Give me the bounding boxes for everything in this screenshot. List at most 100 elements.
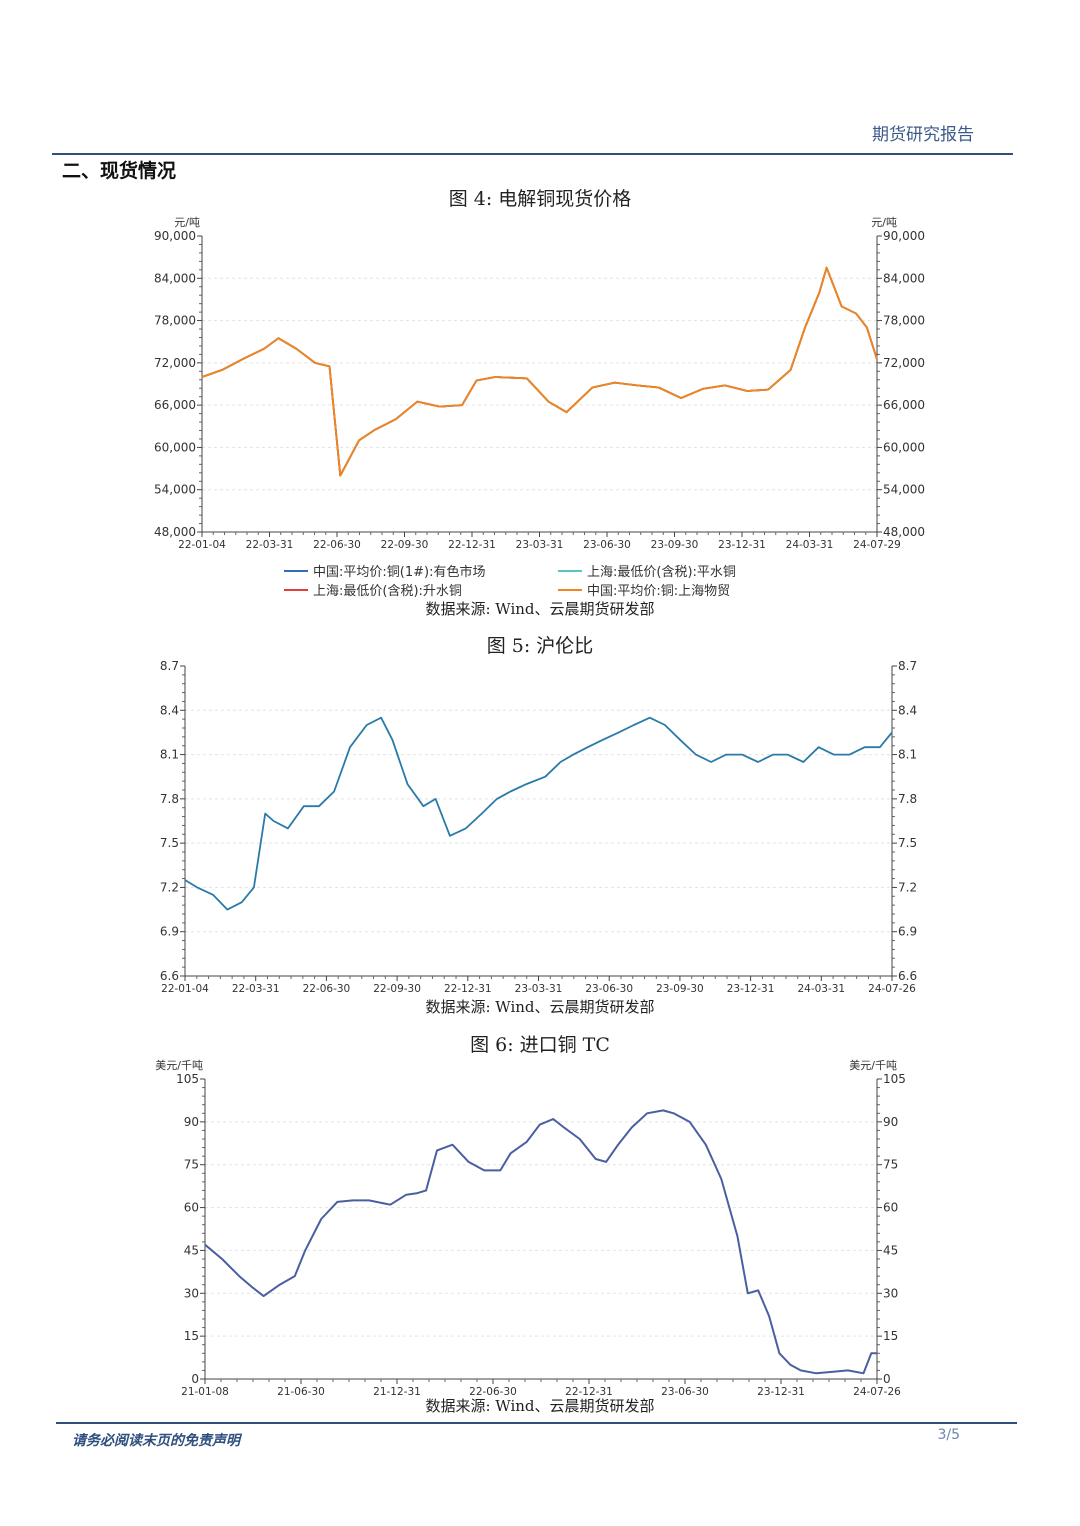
y-tick-label-left: 90,000 (154, 229, 196, 243)
y-unit-left: 元/吨 (174, 216, 200, 229)
y-tick-label-right: 90 (883, 1115, 898, 1129)
legend-label: 中国:平均价:铜:上海物贸 (587, 584, 730, 599)
x-tick-label: 21-06-30 (277, 1386, 325, 1398)
legend-label: 上海:最低价(含税):升水铜 (313, 583, 462, 599)
fig4-source: 数据来源: Wind、云晨期货研发部 (425, 600, 655, 618)
y-tick-label-left: 6.6 (160, 969, 179, 983)
x-tick-label: 24-03-31 (797, 983, 845, 995)
x-tick-label: 23-03-31 (515, 983, 563, 995)
fig6-title: 图 6: 进口铜 TC (470, 1034, 610, 1056)
x-tick-label: 24-03-31 (786, 539, 834, 551)
y-tick-label-left: 8.4 (160, 703, 179, 717)
x-tick-label: 23-06-30 (661, 1386, 709, 1398)
x-tick-label: 23-12-31 (718, 539, 766, 551)
y-tick-label-right: 72,000 (883, 356, 925, 370)
y-tick-label-right: 78,000 (883, 314, 925, 328)
fig6-source: 数据来源: Wind、云晨期货研发部 (425, 1397, 655, 1415)
y-tick-label-left: 60,000 (154, 440, 196, 454)
y-tick-label-left: 7.5 (160, 836, 179, 850)
y-tick-label-right: 8.7 (898, 659, 917, 673)
y-tick-label-left: 8.7 (160, 659, 179, 673)
series-line-2 (201, 266, 878, 477)
x-tick-label: 21-01-08 (181, 1386, 229, 1398)
x-tick-label: 22-06-30 (303, 983, 351, 995)
x-tick-label: 24-07-26 (868, 983, 916, 995)
fig5-source: 数据来源: Wind、云晨期货研发部 (425, 998, 655, 1016)
y-tick-label-right: 15 (883, 1329, 898, 1343)
footer-rule (56, 1422, 1017, 1424)
y-tick-label-left: 30 (184, 1286, 199, 1300)
y-tick-label-left: 45 (184, 1243, 199, 1257)
y-tick-label-right: 6.6 (898, 969, 917, 983)
section-title: 二、现货情况 (62, 160, 177, 182)
y-tick-label-right: 6.9 (898, 925, 917, 939)
x-tick-label: 22-06-30 (469, 1386, 517, 1398)
x-tick-label: 22-09-30 (381, 539, 429, 551)
x-tick-label: 22-01-04 (161, 983, 209, 995)
y-tick-label-left: 75 (184, 1158, 199, 1172)
y-tick-label-left: 84,000 (154, 271, 196, 285)
y-tick-label-right: 45 (883, 1243, 898, 1257)
fig4-title: 图 4: 电解铜现货价格 (448, 188, 632, 210)
y-tick-label-right: 7.5 (898, 836, 917, 850)
x-tick-label: 22-12-31 (448, 539, 496, 551)
y-tick-label-left: 54,000 (154, 483, 196, 497)
y-tick-label-left: 105 (176, 1072, 199, 1086)
y-tick-label-right: 7.8 (898, 792, 917, 806)
series-line-3 (201, 266, 878, 477)
y-tick-label-right: 30 (883, 1286, 898, 1300)
series-line-1 (204, 1109, 877, 1375)
y-unit-right: 美元/千吨 (849, 1059, 897, 1072)
y-tick-label-right: 54,000 (883, 483, 925, 497)
x-tick-label: 23-12-31 (727, 983, 775, 995)
series-line-1 (184, 716, 893, 911)
y-tick-label-right: 105 (883, 1072, 906, 1086)
x-tick-label: 21-12-31 (373, 1386, 421, 1398)
x-tick-label: 24-07-26 (853, 1386, 901, 1398)
x-tick-label: 24-07-29 (853, 539, 901, 551)
y-tick-label-left: 8.1 (160, 748, 179, 762)
y-tick-label-right: 48,000 (883, 525, 925, 539)
report-type-label: 期货研究报告 (872, 125, 974, 145)
x-tick-label: 23-03-31 (516, 539, 564, 551)
x-tick-label: 23-09-30 (651, 539, 699, 551)
y-tick-label-left: 60 (184, 1201, 199, 1215)
x-tick-label: 23-06-30 (583, 539, 631, 551)
series-line-4 (201, 266, 878, 477)
fig4-chart: 90,000 90,000 84,000 84,000 78,000 78,000 72,0… (154, 216, 925, 599)
y-tick-label-right: 75 (883, 1158, 898, 1172)
page-number: 3/5 (937, 1427, 960, 1443)
y-unit-right: 元/吨 (871, 216, 897, 229)
y-tick-label-right: 60,000 (883, 440, 925, 454)
x-tick-label: 22-09-30 (373, 983, 421, 995)
y-tick-label-left: 7.8 (160, 792, 179, 806)
x-tick-label: 22-06-30 (313, 539, 361, 551)
legend-label: 上海:最低价(含税):平水铜 (587, 564, 736, 580)
y-tick-label-left: 6.9 (160, 925, 179, 939)
fig5-chart: 8.7 8.7 8.4 8.4 8.1 8.1 7.8 7.8 7.5 7.5 7.2 7.2 6.9 6… (160, 659, 917, 995)
y-tick-label-right: 60 (883, 1201, 898, 1215)
series-line-1 (201, 266, 878, 477)
y-tick-label-right: 0 (883, 1372, 891, 1386)
x-tick-label: 23-06-30 (585, 983, 633, 995)
disclaimer-note: 请务必阅读末页的免责声明 (72, 1433, 240, 1449)
y-tick-label-right: 90,000 (883, 229, 925, 243)
y-tick-label-left: 0 (191, 1372, 199, 1386)
y-tick-label-left: 7.2 (160, 880, 179, 894)
x-tick-label: 22-12-31 (444, 983, 492, 995)
y-tick-label-left: 66,000 (154, 398, 196, 412)
y-tick-label-right: 84,000 (883, 271, 925, 285)
y-tick-label-left: 90 (184, 1115, 199, 1129)
x-tick-label: 23-12-31 (757, 1386, 805, 1398)
y-tick-label-right: 66,000 (883, 398, 925, 412)
y-tick-label-left: 72,000 (154, 356, 196, 370)
y-tick-label-left: 78,000 (154, 314, 196, 328)
x-tick-label: 22-03-31 (232, 983, 280, 995)
y-tick-label-left: 15 (184, 1329, 199, 1343)
y-tick-label-right: 7.2 (898, 880, 917, 894)
x-tick-label: 23-09-30 (656, 983, 704, 995)
y-tick-label-right: 8.4 (898, 703, 917, 717)
y-unit-left: 美元/千吨 (155, 1059, 203, 1072)
y-tick-label-left: 48,000 (154, 525, 196, 539)
